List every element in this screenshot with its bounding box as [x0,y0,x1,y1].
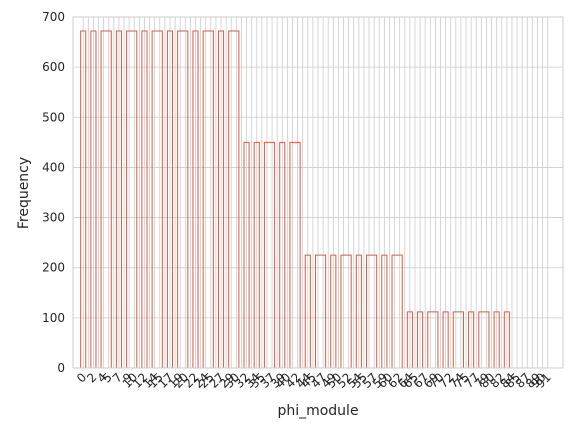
y-tick-label: 100 [42,311,65,325]
y-tick-label: 500 [42,110,65,124]
x-axis-label: phi_module [277,403,358,419]
y-tick-label: 300 [42,211,65,225]
y-axis-label: Frequency [16,157,32,229]
y-tick-label: 0 [57,361,65,375]
y-tick-label: 400 [42,160,65,174]
y-tick-label: 600 [42,60,65,74]
y-tick-label: 200 [42,261,65,275]
y-tick-label: 700 [42,10,65,24]
